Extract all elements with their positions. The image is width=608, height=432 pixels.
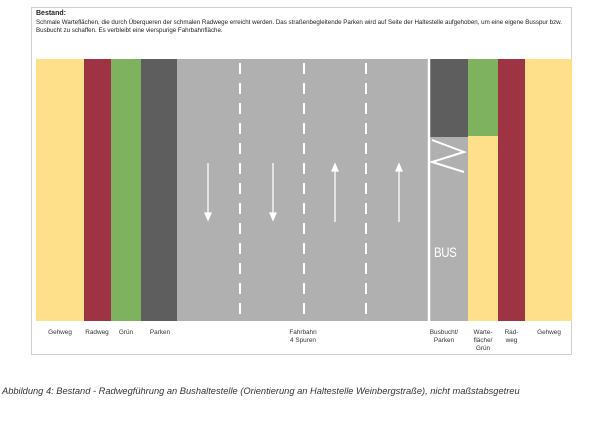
gruen-band [111,59,141,321]
label-line: fläche/ [473,337,493,344]
wartefl-gruen-upper [468,59,498,136]
label-radweg-right: Rad- weg [498,329,525,345]
label-gehweg-left: Gehweg [36,329,84,337]
label-line: 4 Spuren [290,337,316,344]
radweg-right-band [498,59,525,321]
label-line: weg [505,337,518,344]
label-radweg-left: Radweg [80,329,114,337]
fahrbahn-band [177,59,468,321]
gehweg-right-band [525,59,572,321]
label-text: Gehweg [537,329,561,336]
label-line: Warte- [473,329,493,336]
bus-lane-marking: BUS [434,244,457,260]
label-parken: Parken [142,329,178,337]
label-text: Gehweg [48,329,72,336]
label-line: Rad- [504,329,519,336]
label-gruen: Grün [112,329,140,337]
label-gehweg-right: Gehweg [526,329,572,337]
header-description: Schmale Warteflächen, die durch Überquer… [36,19,563,34]
label-line: Grün [475,345,491,352]
label-line: Busbucht/ [429,329,459,336]
label-line: Fahrbahn [289,329,317,336]
busbucht-parken-upper [430,59,468,137]
gehweg-left-band [36,59,84,321]
label-text: Radweg [85,329,109,336]
label-busbucht: Busbucht/ Parken [421,329,467,345]
figure-caption: Abbildung 4: Bestand - Radwegführung an … [2,386,520,396]
wartefl-lower [468,136,498,321]
label-line: Parken [433,337,455,344]
header-title: Bestand: [36,10,66,17]
label-fahrbahn: Fahrbahn 4 Spuren [268,329,338,345]
label-text: Parken [149,329,171,336]
parken-band [141,59,177,321]
road-cross-section [36,59,572,321]
label-wartefl: Warte- fläche/ Grün [467,329,499,353]
label-text: Grün [118,329,134,336]
radweg-left-band [84,59,111,321]
